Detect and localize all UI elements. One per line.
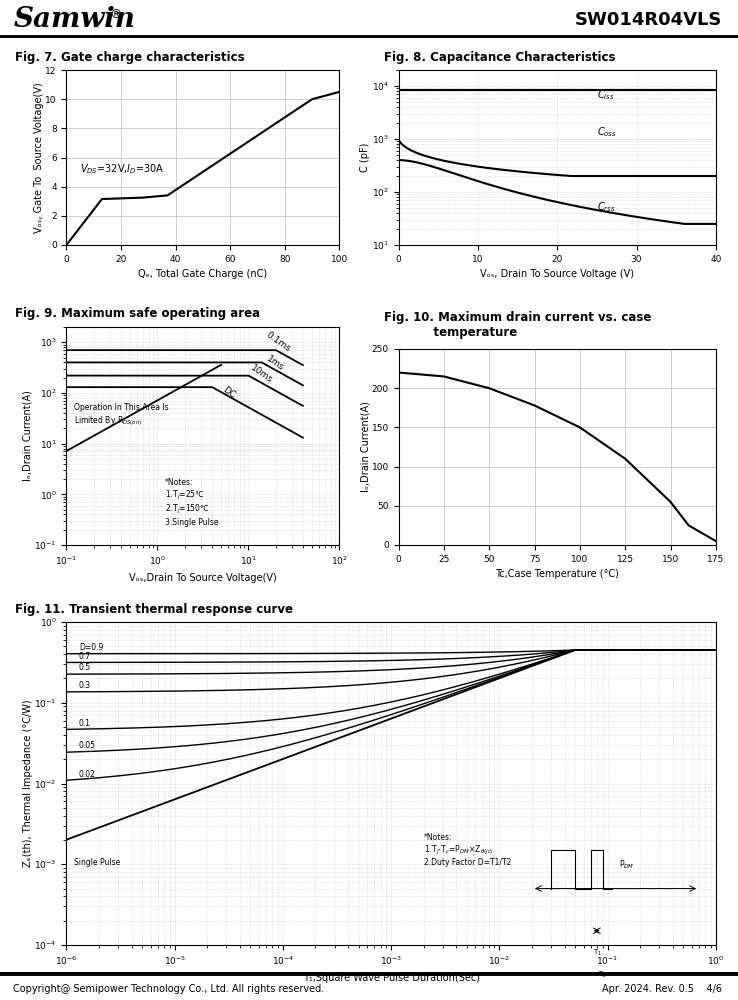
Text: Fig. 11. Transient thermal response curve: Fig. 11. Transient thermal response curv… bbox=[15, 602, 293, 615]
Single Pulse bbox=[496, 672, 505, 684]
X-axis label: Qₑ, Total Gate Charge (nC): Qₑ, Total Gate Charge (nC) bbox=[139, 269, 267, 279]
Text: ®: ® bbox=[109, 8, 122, 21]
Line: Single Pulse: Single Pulse bbox=[66, 650, 716, 840]
Text: Fig. 10. Maximum drain current vs. case
            temperature: Fig. 10. Maximum drain current vs. case … bbox=[384, 311, 651, 339]
Text: P$_{DM}$: P$_{DM}$ bbox=[619, 859, 635, 871]
Text: 0.3: 0.3 bbox=[79, 681, 91, 690]
Text: D=0.9: D=0.9 bbox=[79, 643, 103, 652]
Text: Operation In This Area Is
Limited By R$_{DS(on)}$: Operation In This Area Is Limited By R$_… bbox=[74, 403, 168, 428]
Text: T$_1$: T$_1$ bbox=[593, 948, 601, 958]
Text: Copyright@ Semipower Technology Co., Ltd. All rights reserved.: Copyright@ Semipower Technology Co., Ltd… bbox=[13, 984, 325, 994]
Single Pulse bbox=[62, 834, 71, 846]
Text: Single Pulse: Single Pulse bbox=[74, 858, 120, 867]
Text: SW014R04VLS: SW014R04VLS bbox=[574, 11, 722, 29]
Text: DC: DC bbox=[221, 385, 237, 400]
Text: 0.1: 0.1 bbox=[79, 719, 91, 728]
Y-axis label: Zₑ(th), Thermal Impedance (°C/W): Zₑ(th), Thermal Impedance (°C/W) bbox=[23, 700, 33, 867]
Single Pulse bbox=[571, 644, 580, 656]
Single Pulse bbox=[356, 724, 365, 736]
X-axis label: Vₒₛ, Drain To Source Voltage (V): Vₒₛ, Drain To Source Voltage (V) bbox=[480, 269, 634, 279]
Single Pulse bbox=[711, 644, 720, 656]
Y-axis label: Vₒₛ, Gate To  Source Voltage(V): Vₒₛ, Gate To Source Voltage(V) bbox=[34, 82, 44, 233]
Text: *Notes:
1.T$_j$=25℃
2.T$_j$=150℃
3.Single Pulse: *Notes: 1.T$_j$=25℃ 2.T$_j$=150℃ 3.Singl… bbox=[165, 478, 218, 527]
Text: $C_{rss}$: $C_{rss}$ bbox=[597, 200, 615, 214]
X-axis label: Vₒₛ,Drain To Source Voltage(V): Vₒₛ,Drain To Source Voltage(V) bbox=[129, 573, 277, 583]
Single Pulse bbox=[177, 791, 186, 803]
Text: 0.5: 0.5 bbox=[79, 663, 91, 672]
Text: Fig. 8. Capacitance Characteristics: Fig. 8. Capacitance Characteristics bbox=[384, 50, 615, 64]
Text: Fig. 7. Gate charge characteristics: Fig. 7. Gate charge characteristics bbox=[15, 50, 244, 64]
Text: 10ms: 10ms bbox=[249, 363, 274, 385]
Text: Apr. 2024. Rev. 0.5    4/6: Apr. 2024. Rev. 0.5 4/6 bbox=[601, 984, 722, 994]
Text: Samwin: Samwin bbox=[13, 6, 135, 33]
Text: 0.05: 0.05 bbox=[79, 741, 96, 750]
Text: Fig. 9. Maximum safe operating area: Fig. 9. Maximum safe operating area bbox=[15, 308, 260, 320]
Y-axis label: C (pF): C (pF) bbox=[360, 143, 370, 172]
Text: 0.1ms: 0.1ms bbox=[264, 330, 292, 354]
Single Pulse bbox=[551, 651, 560, 663]
Text: $V_{DS}$=32V,$I_{D}$=30A: $V_{DS}$=32V,$I_{D}$=30A bbox=[80, 162, 165, 176]
Text: 0.7: 0.7 bbox=[79, 652, 91, 661]
X-axis label: T₁,Square Wave Pulse Duration(Sec): T₁,Square Wave Pulse Duration(Sec) bbox=[303, 973, 480, 983]
Y-axis label: Iₒ,Drain Current(A): Iₒ,Drain Current(A) bbox=[23, 391, 33, 481]
Text: $C_{oss}$: $C_{oss}$ bbox=[597, 125, 617, 139]
Y-axis label: Iₒ,Drain Current(A): Iₒ,Drain Current(A) bbox=[360, 402, 370, 492]
Single Pulse bbox=[445, 691, 454, 703]
Text: $C_{iss}$: $C_{iss}$ bbox=[597, 88, 615, 102]
Single Pulse bbox=[229, 771, 238, 783]
Text: T$_2$: T$_2$ bbox=[598, 970, 607, 980]
Text: 1ms: 1ms bbox=[264, 354, 286, 372]
X-axis label: Tc,Case Temperature (°C): Tc,Case Temperature (°C) bbox=[495, 569, 619, 579]
Text: 0.02: 0.02 bbox=[79, 770, 96, 779]
Text: *Notes:
1.T$_j$-T$_c$=P$_{DM}$×Z$_{\theta(jc)}$
2.Duty Factor D=T1/T2: *Notes: 1.T$_j$-T$_c$=P$_{DM}$×Z$_{\thet… bbox=[424, 833, 511, 867]
